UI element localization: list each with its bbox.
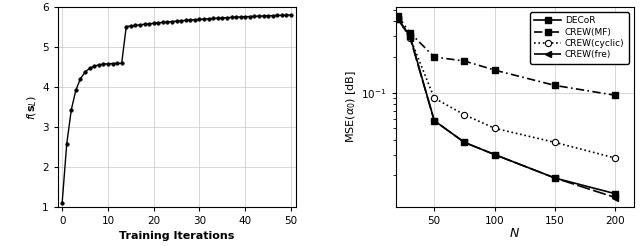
DECoR — [551, 177, 559, 180]
CREW(cyclic) — [431, 97, 438, 100]
CREW(cyclic) — [612, 157, 620, 160]
CREW(MF) — [431, 56, 438, 59]
X-axis label: $N$: $N$ — [509, 227, 520, 240]
CREW(fre) — [461, 141, 468, 144]
CREW(fre) — [431, 119, 438, 122]
CREW(fre) — [491, 153, 499, 156]
DECoR — [491, 153, 499, 156]
CREW(fre) — [612, 196, 620, 199]
CREW(MF) — [612, 94, 620, 97]
CREW(cyclic) — [461, 113, 468, 116]
CREW(cyclic) — [406, 36, 414, 39]
DECoR — [431, 119, 438, 122]
DECoR — [406, 35, 414, 38]
Line: CREW(MF): CREW(MF) — [395, 13, 619, 98]
Line: CREW(fre): CREW(fre) — [395, 16, 619, 201]
Line: CREW(cyclic): CREW(cyclic) — [395, 16, 619, 161]
Legend: DECoR, CREW(MF), CREW(cyclic), CREW(fre): DECoR, CREW(MF), CREW(cyclic), CREW(fre) — [530, 12, 629, 64]
DECoR — [612, 192, 620, 195]
CREW(MF) — [551, 84, 559, 87]
CREW(cyclic) — [394, 17, 402, 20]
Y-axis label: $f(\mathbf{s}_L)$: $f(\mathbf{s}_L)$ — [26, 94, 39, 120]
X-axis label: Training Iterations: Training Iterations — [119, 231, 234, 241]
CREW(fre) — [406, 36, 414, 39]
CREW(MF) — [461, 60, 468, 62]
CREW(MF) — [406, 31, 414, 34]
CREW(cyclic) — [551, 141, 559, 144]
CREW(fre) — [394, 17, 402, 20]
CREW(cyclic) — [491, 127, 499, 130]
CREW(MF) — [491, 69, 499, 72]
Line: DECoR: DECoR — [395, 16, 619, 197]
CREW(MF) — [394, 15, 402, 18]
CREW(fre) — [551, 177, 559, 180]
Y-axis label: MSE$(\alpha_0)$ [dB]: MSE$(\alpha_0)$ [dB] — [344, 71, 358, 143]
DECoR — [461, 141, 468, 144]
DECoR — [394, 17, 402, 20]
